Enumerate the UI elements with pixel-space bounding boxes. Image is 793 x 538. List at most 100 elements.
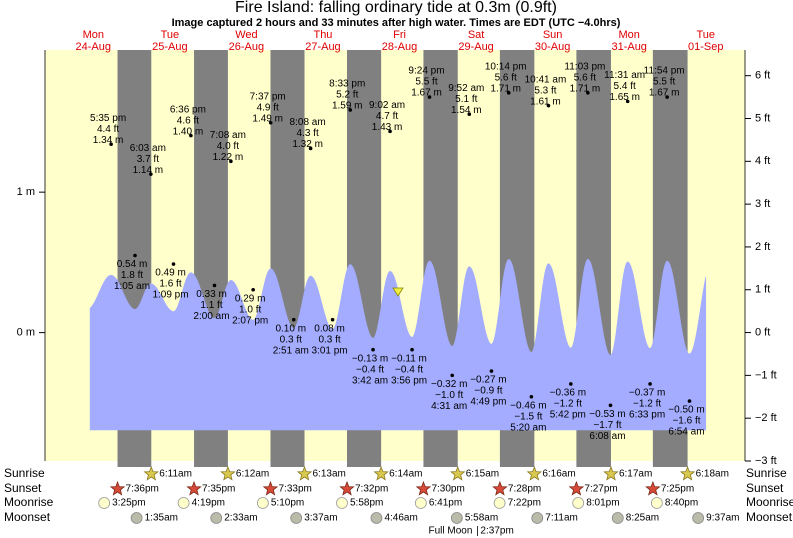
- tide-label: 0.10 m: [275, 323, 306, 334]
- moonset-time: 8:25am: [626, 513, 659, 524]
- moonset-time: 9:37am: [706, 513, 739, 524]
- tide-label: 2:00 am: [193, 311, 229, 322]
- tide-point: [648, 382, 652, 386]
- row-label: Moonrise: [4, 495, 54, 509]
- tide-point: [291, 317, 296, 322]
- moonset-time: 1:35am: [145, 513, 178, 524]
- tide-label: −0.11 m: [391, 353, 427, 364]
- tide-point: [388, 129, 392, 134]
- tide-point: [109, 142, 113, 146]
- sun-icon: [296, 465, 313, 481]
- moon-icon: [336, 497, 348, 509]
- tide-point: [687, 399, 692, 403]
- tide-label: 0.08 m: [314, 323, 345, 334]
- y2-tick-label: 1 ft: [755, 284, 770, 296]
- full-moon-time: 2:37pm: [480, 526, 513, 537]
- tide-label: 5.4 ft: [614, 81, 636, 92]
- moonrise-time: 8:40pm: [665, 498, 698, 509]
- y2-tick-label: 6 ft: [755, 70, 770, 82]
- chart-title: Fire Island: falling ordinary tide at 0.…: [235, 0, 557, 16]
- tide-label: −0.4 ft: [356, 364, 384, 375]
- moon-icon: [611, 512, 624, 524]
- moonset-time: 2:33am: [224, 513, 257, 524]
- tide-label: 3.7 ft: [137, 154, 159, 165]
- sun-icon: [186, 480, 202, 496]
- tide-label: −1.7 ft: [593, 420, 621, 431]
- sunset-time: 7:30pm: [431, 484, 464, 495]
- y2-tick-label: −1 ft: [755, 369, 777, 381]
- tide-label: 4.9 ft: [257, 102, 279, 113]
- y2-tick-label: 2 ft: [755, 241, 770, 253]
- moonrise-time: 8:01pm: [586, 498, 619, 509]
- day-date: 28-Aug: [382, 41, 417, 53]
- full-moon-label: Full Moon: [429, 526, 473, 537]
- tide-point: [586, 91, 590, 95]
- moonset-time: 4:46am: [384, 513, 417, 524]
- tide-label: 4.0 ft: [217, 141, 239, 152]
- day-date: 01-Sep: [688, 41, 723, 53]
- moon-icon: [177, 497, 190, 509]
- tide-label: −0.32 m: [431, 379, 467, 390]
- day-date: 31-Aug: [611, 41, 646, 53]
- row-label: Moonset: [746, 510, 793, 524]
- day-name: Sat: [468, 29, 485, 41]
- foreground: Mon24-AugTue25-AugWed26-AugThu27-AugFri2…: [4, 29, 793, 537]
- day-date: 29-Aug: [458, 41, 493, 53]
- moonrise-time: 4:19pm: [192, 498, 225, 509]
- y2-tick-label: 0 ft: [755, 326, 770, 338]
- moon-icon: [572, 497, 585, 509]
- sun-icon: [679, 465, 696, 481]
- row-label: Sunrise: [746, 466, 787, 480]
- tide-point: [529, 394, 534, 399]
- tide-point: [348, 108, 353, 112]
- day-name: Tue: [161, 29, 180, 41]
- day-name: Thu: [313, 29, 332, 41]
- tide-label: 9:02 am: [369, 100, 405, 111]
- moon-icon: [290, 512, 303, 524]
- tide-label: −1.5 ft: [514, 411, 542, 422]
- y2-tick-label: −2 ft: [755, 412, 777, 424]
- tide-label: 11:03 pm: [564, 61, 605, 72]
- tide-point: [171, 262, 176, 266]
- tide-label: 1.0 ft: [239, 304, 261, 315]
- tide-area: [110, 259, 690, 431]
- tide-label: 8:33 pm: [329, 79, 365, 90]
- tide-label: 7:37 pm: [250, 91, 286, 102]
- tide-label: 0.3 ft: [318, 334, 340, 345]
- sun-icon: [220, 465, 236, 481]
- sunrise-time: 6:14am: [389, 469, 422, 480]
- tide-label: −0.36 m: [550, 388, 586, 399]
- tide-label: −0.4 ft: [395, 364, 423, 375]
- moonrise-time: 3:25pm: [112, 498, 145, 509]
- tide-label: 1.8 ft: [121, 270, 143, 281]
- tide-label: 5.5 ft: [653, 77, 675, 88]
- tide-point: [308, 146, 313, 151]
- tide-label: 9:24 pm: [408, 66, 444, 77]
- tide-label: 1.71 m: [570, 83, 601, 94]
- tide-label: −1.2 ft: [633, 399, 661, 410]
- tide-point: [371, 347, 375, 352]
- sunset-time: 7:36pm: [126, 484, 159, 495]
- y2-tick-label: 4 ft: [755, 155, 770, 167]
- tide-point: [427, 95, 432, 99]
- sunset-time: 7:35pm: [202, 484, 235, 495]
- sun-icon: [526, 465, 543, 481]
- tide-label: 3:56 pm: [391, 375, 427, 386]
- tide-point: [149, 172, 153, 176]
- y-tick-label: 1 m: [17, 186, 35, 198]
- moon-icon: [256, 497, 269, 509]
- sun-icon: [450, 465, 466, 481]
- tide-label: −0.27 m: [470, 375, 506, 386]
- tide-label: 5.1 ft: [455, 94, 477, 105]
- chart-subtitle: Image captured 2 hours and 33 minutes af…: [172, 17, 621, 29]
- sunset-time: 7:32pm: [355, 484, 388, 495]
- tide-point: [410, 347, 414, 352]
- sunrise-time: 6:17am: [619, 469, 652, 480]
- tide-label: 5.6 ft: [495, 72, 517, 83]
- sun-icon: [143, 465, 159, 481]
- tide-label: −0.9 ft: [474, 386, 502, 397]
- tide-point: [546, 103, 551, 108]
- sun-icon: [492, 480, 508, 496]
- moonrise-time: 7:22pm: [508, 498, 541, 509]
